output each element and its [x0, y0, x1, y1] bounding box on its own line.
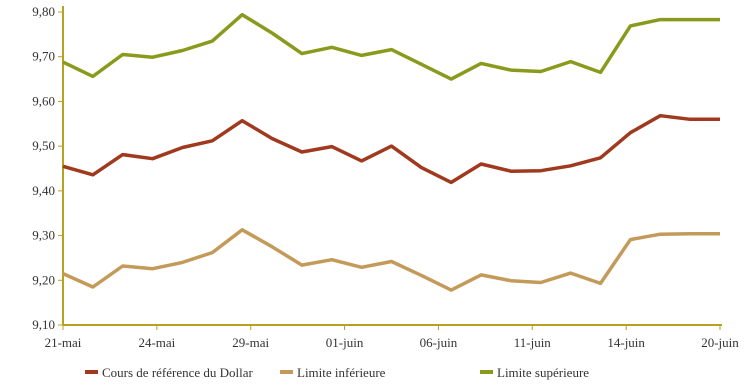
axes — [62, 6, 722, 326]
x-tick-label: 21-mai — [45, 335, 82, 350]
series-line-3 — [62, 12, 720, 81]
y-tick-label: 9,40 — [32, 183, 55, 198]
y-tick-label: 9,60 — [32, 93, 55, 108]
legend-label: Cours de référence du Dollar — [102, 365, 254, 380]
y-tick-label: 9,30 — [32, 228, 55, 243]
series-line-1 — [62, 113, 720, 185]
x-tick-label: 11-juin — [514, 335, 552, 350]
x-tick-label: 14-juin — [607, 335, 645, 350]
y-tick-label: 9,50 — [32, 138, 55, 153]
x-tick-label: 01-juin — [326, 335, 364, 350]
x-tick-label: 24-mai — [138, 335, 175, 350]
y-tick-label: 9,80 — [32, 4, 55, 19]
y-tick-label: 9,20 — [32, 272, 55, 287]
x-tick-label: 20-juin — [701, 335, 739, 350]
x-axis-ticks: 21-mai 24-mai 29-mai 01-juin 06-juin 11-juin 1… — [45, 325, 739, 350]
legend: Cours de référence du Dollar Limite infér… — [85, 365, 589, 380]
series-line-2 — [62, 228, 720, 292]
legend-label: Limite inférieure — [297, 365, 386, 380]
legend-label: Limite supérieure — [497, 365, 589, 380]
y-tick-label: 9,70 — [32, 49, 55, 64]
x-tick-label: 06-juin — [420, 335, 458, 350]
y-tick-label: 9,10 — [32, 317, 55, 332]
series-layer — [62, 12, 720, 292]
x-tick-label: 29-mai — [232, 335, 269, 350]
y-axis-ticks: 9,10 9,20 9,30 9,40 9,50 9,60 9,70 9,80 — [32, 4, 63, 332]
